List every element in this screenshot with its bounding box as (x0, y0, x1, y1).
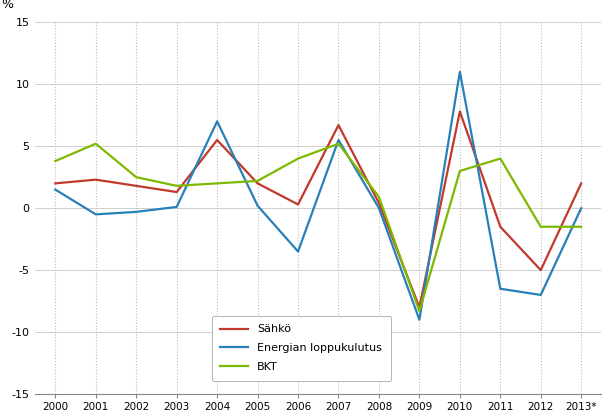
Energian loppukulutus (416, 317, 423, 322)
Sähkö (173, 189, 180, 194)
Energian loppukulutus (132, 209, 140, 214)
Energian loppukulutus (375, 206, 382, 211)
Energian loppukulutus (173, 204, 180, 209)
BKT (52, 158, 59, 163)
Sähkö (456, 109, 464, 114)
Energian loppukulutus (52, 187, 59, 192)
Energian loppukulutus (578, 206, 585, 211)
Energian loppukulutus (92, 212, 100, 217)
BKT (578, 224, 585, 229)
Sähkö (132, 184, 140, 189)
Sähkö (537, 268, 544, 273)
BKT (173, 184, 180, 189)
Energian loppukulutus (537, 293, 544, 298)
Line: Energian loppukulutus: Energian loppukulutus (55, 72, 582, 320)
Sähkö (52, 181, 59, 186)
Legend: Sähkö, Energian loppukulutus, BKT: Sähkö, Energian loppukulutus, BKT (212, 316, 391, 381)
BKT (254, 178, 261, 184)
BKT (132, 175, 140, 180)
Line: BKT: BKT (55, 144, 582, 311)
BKT (416, 308, 423, 314)
Energian loppukulutus (254, 203, 261, 208)
BKT (335, 141, 342, 146)
Energian loppukulutus (497, 286, 504, 291)
Energian loppukulutus (214, 119, 221, 124)
Energian loppukulutus (294, 249, 302, 254)
Sähkö (578, 181, 585, 186)
BKT (92, 141, 100, 146)
Sähkö (335, 122, 342, 127)
BKT (497, 156, 504, 161)
Energian loppukulutus (335, 138, 342, 143)
Sähkö (416, 305, 423, 310)
Sähkö (294, 202, 302, 207)
BKT (214, 181, 221, 186)
Energian loppukulutus (456, 69, 464, 74)
Sähkö (214, 138, 221, 143)
BKT (456, 168, 464, 173)
Sähkö (92, 177, 100, 182)
Sähkö (254, 181, 261, 186)
BKT (537, 224, 544, 229)
Y-axis label: %: % (1, 0, 13, 11)
Sähkö (375, 201, 382, 206)
Line: Sähkö: Sähkö (55, 112, 582, 307)
BKT (294, 156, 302, 161)
Sähkö (497, 224, 504, 229)
BKT (375, 194, 382, 199)
